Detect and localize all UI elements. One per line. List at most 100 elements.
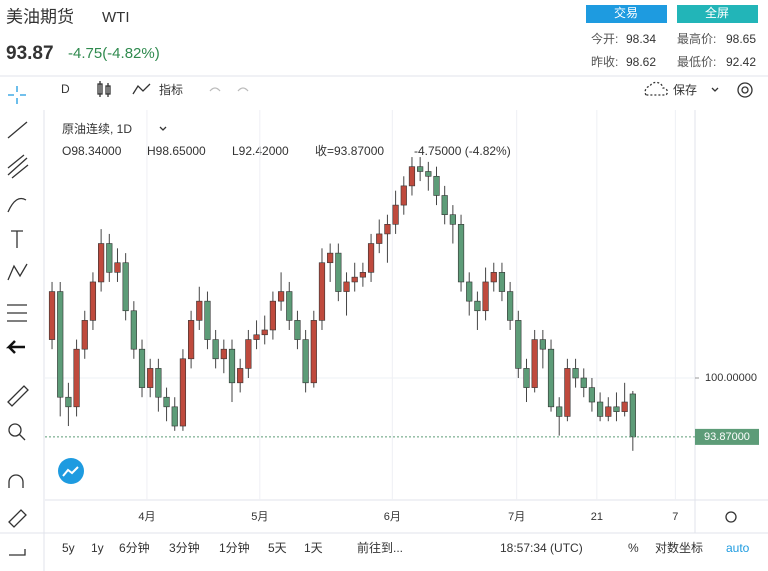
candle-body — [613, 406, 620, 412]
settings-icon[interactable] — [741, 86, 749, 94]
candle-body — [277, 291, 285, 302]
stat-value: 98.62 — [626, 55, 656, 69]
candle-body — [629, 393, 636, 438]
title: 美油期货 — [6, 7, 74, 26]
legend-high: H98.65000 — [147, 144, 206, 158]
candle-body — [392, 204, 399, 225]
candle-body — [515, 320, 522, 369]
candle-body — [89, 281, 97, 321]
candle-body — [474, 300, 481, 312]
candle-body — [359, 272, 366, 278]
range-button[interactable]: 5y — [62, 541, 75, 555]
candle-body — [187, 320, 195, 360]
fullscreen-button[interactable] — [677, 5, 758, 23]
candle-body — [335, 252, 342, 292]
candle-body — [204, 300, 211, 340]
candle-body — [498, 272, 506, 292]
clock: 18:57:34 (UTC) — [500, 541, 583, 555]
candle-icon[interactable] — [97, 81, 111, 97]
candle-body — [539, 339, 546, 350]
candle-body — [384, 224, 391, 235]
candle-body — [98, 243, 105, 283]
candle-body — [572, 368, 579, 379]
candle-body — [351, 276, 358, 283]
settings-icon[interactable] — [737, 82, 753, 98]
candle-body — [163, 396, 170, 408]
candle-body — [179, 358, 187, 427]
symbol: WTI — [102, 9, 130, 26]
goto-button[interactable]: 前往到... — [357, 540, 403, 555]
candle-body — [106, 243, 113, 273]
range-button[interactable]: 5天 — [268, 541, 287, 555]
x-tick-label: 7 — [672, 511, 678, 523]
left-toolbar[interactable] — [5, 86, 29, 556]
change: -4.75(-4.82%) — [68, 45, 160, 62]
logo[interactable] — [58, 458, 84, 484]
auto-button[interactable]: auto — [726, 541, 750, 555]
candle-body — [457, 224, 465, 283]
stat-value: 92.42 — [726, 55, 756, 69]
stat-value: 98.34 — [626, 32, 656, 46]
log-button[interactable]: 对数坐标 — [655, 540, 703, 555]
dropdown-icon[interactable] — [159, 126, 167, 131]
stat-label: 最高价: — [677, 31, 716, 46]
candle-body — [547, 348, 555, 408]
candle-body — [433, 175, 440, 196]
legend-close: 收=93.87000 — [315, 144, 384, 158]
candle-body — [408, 166, 416, 187]
fullscreen-button-label[interactable]: 全屏 — [705, 5, 729, 20]
candle-body — [253, 334, 260, 340]
candle-body — [212, 339, 219, 360]
candle-body — [376, 233, 383, 244]
candle-body — [130, 310, 137, 350]
candle-body — [171, 406, 178, 427]
interval[interactable]: D — [61, 82, 70, 96]
save[interactable]: 保存 — [673, 83, 697, 97]
x-tick-label: 6月 — [384, 511, 401, 523]
legend-name: 原油连续, 1D — [62, 121, 132, 136]
trade-button-label[interactable]: 交易 — [614, 5, 638, 20]
last-price-label: 93.87000 — [704, 431, 750, 443]
range-button[interactable]: 1y — [91, 541, 104, 555]
candle-body — [81, 320, 88, 350]
price: 93.87 — [6, 43, 54, 64]
indicator-icon[interactable] — [132, 83, 151, 95]
candle-body — [138, 348, 146, 388]
candle-body — [327, 252, 334, 264]
candle-body — [196, 300, 203, 321]
candle-body — [482, 281, 489, 312]
y-tick-label: 100.00000 — [705, 372, 757, 384]
legend-low: L92.42000 — [232, 144, 289, 158]
candle-body — [286, 291, 293, 321]
candle-body — [114, 262, 121, 273]
candle-body — [556, 406, 563, 417]
candle-body — [228, 348, 236, 384]
candle-body — [417, 166, 424, 172]
undo-redo[interactable] — [209, 87, 249, 92]
axis-settings[interactable] — [725, 511, 737, 523]
last-price-box — [695, 428, 759, 445]
x-tick-label: 7月 — [508, 511, 525, 523]
range-button[interactable]: 6分钟 — [119, 540, 150, 555]
bottom-bar: 5y 1y 6分钟 3分钟 1分钟 5天 1天 前往到... 18:57:34 (UTC)% 对数… — [62, 540, 750, 555]
range-button[interactable]: 1分钟 — [219, 540, 250, 555]
percent-button[interactable]: % — [628, 541, 639, 555]
candle-body — [147, 368, 154, 388]
candle-body — [531, 339, 538, 388]
dropdown-icon[interactable] — [711, 87, 719, 92]
candle-body — [73, 348, 80, 408]
candle-body — [621, 401, 628, 412]
range-button[interactable]: 1天 — [304, 541, 323, 555]
logo-mark — [62, 466, 79, 477]
indicators[interactable]: 指标 — [159, 82, 183, 97]
candle-body — [57, 291, 64, 398]
candle-body — [605, 406, 612, 417]
stat-label: 最低价: — [677, 55, 716, 69]
x-tick-label: 21 — [591, 511, 603, 523]
candle-body — [523, 368, 530, 388]
trade-button[interactable] — [586, 5, 667, 23]
x-tick-label: 4月 — [138, 511, 155, 523]
range-button[interactable]: 3分钟 — [169, 540, 200, 555]
candle-body — [302, 339, 309, 384]
